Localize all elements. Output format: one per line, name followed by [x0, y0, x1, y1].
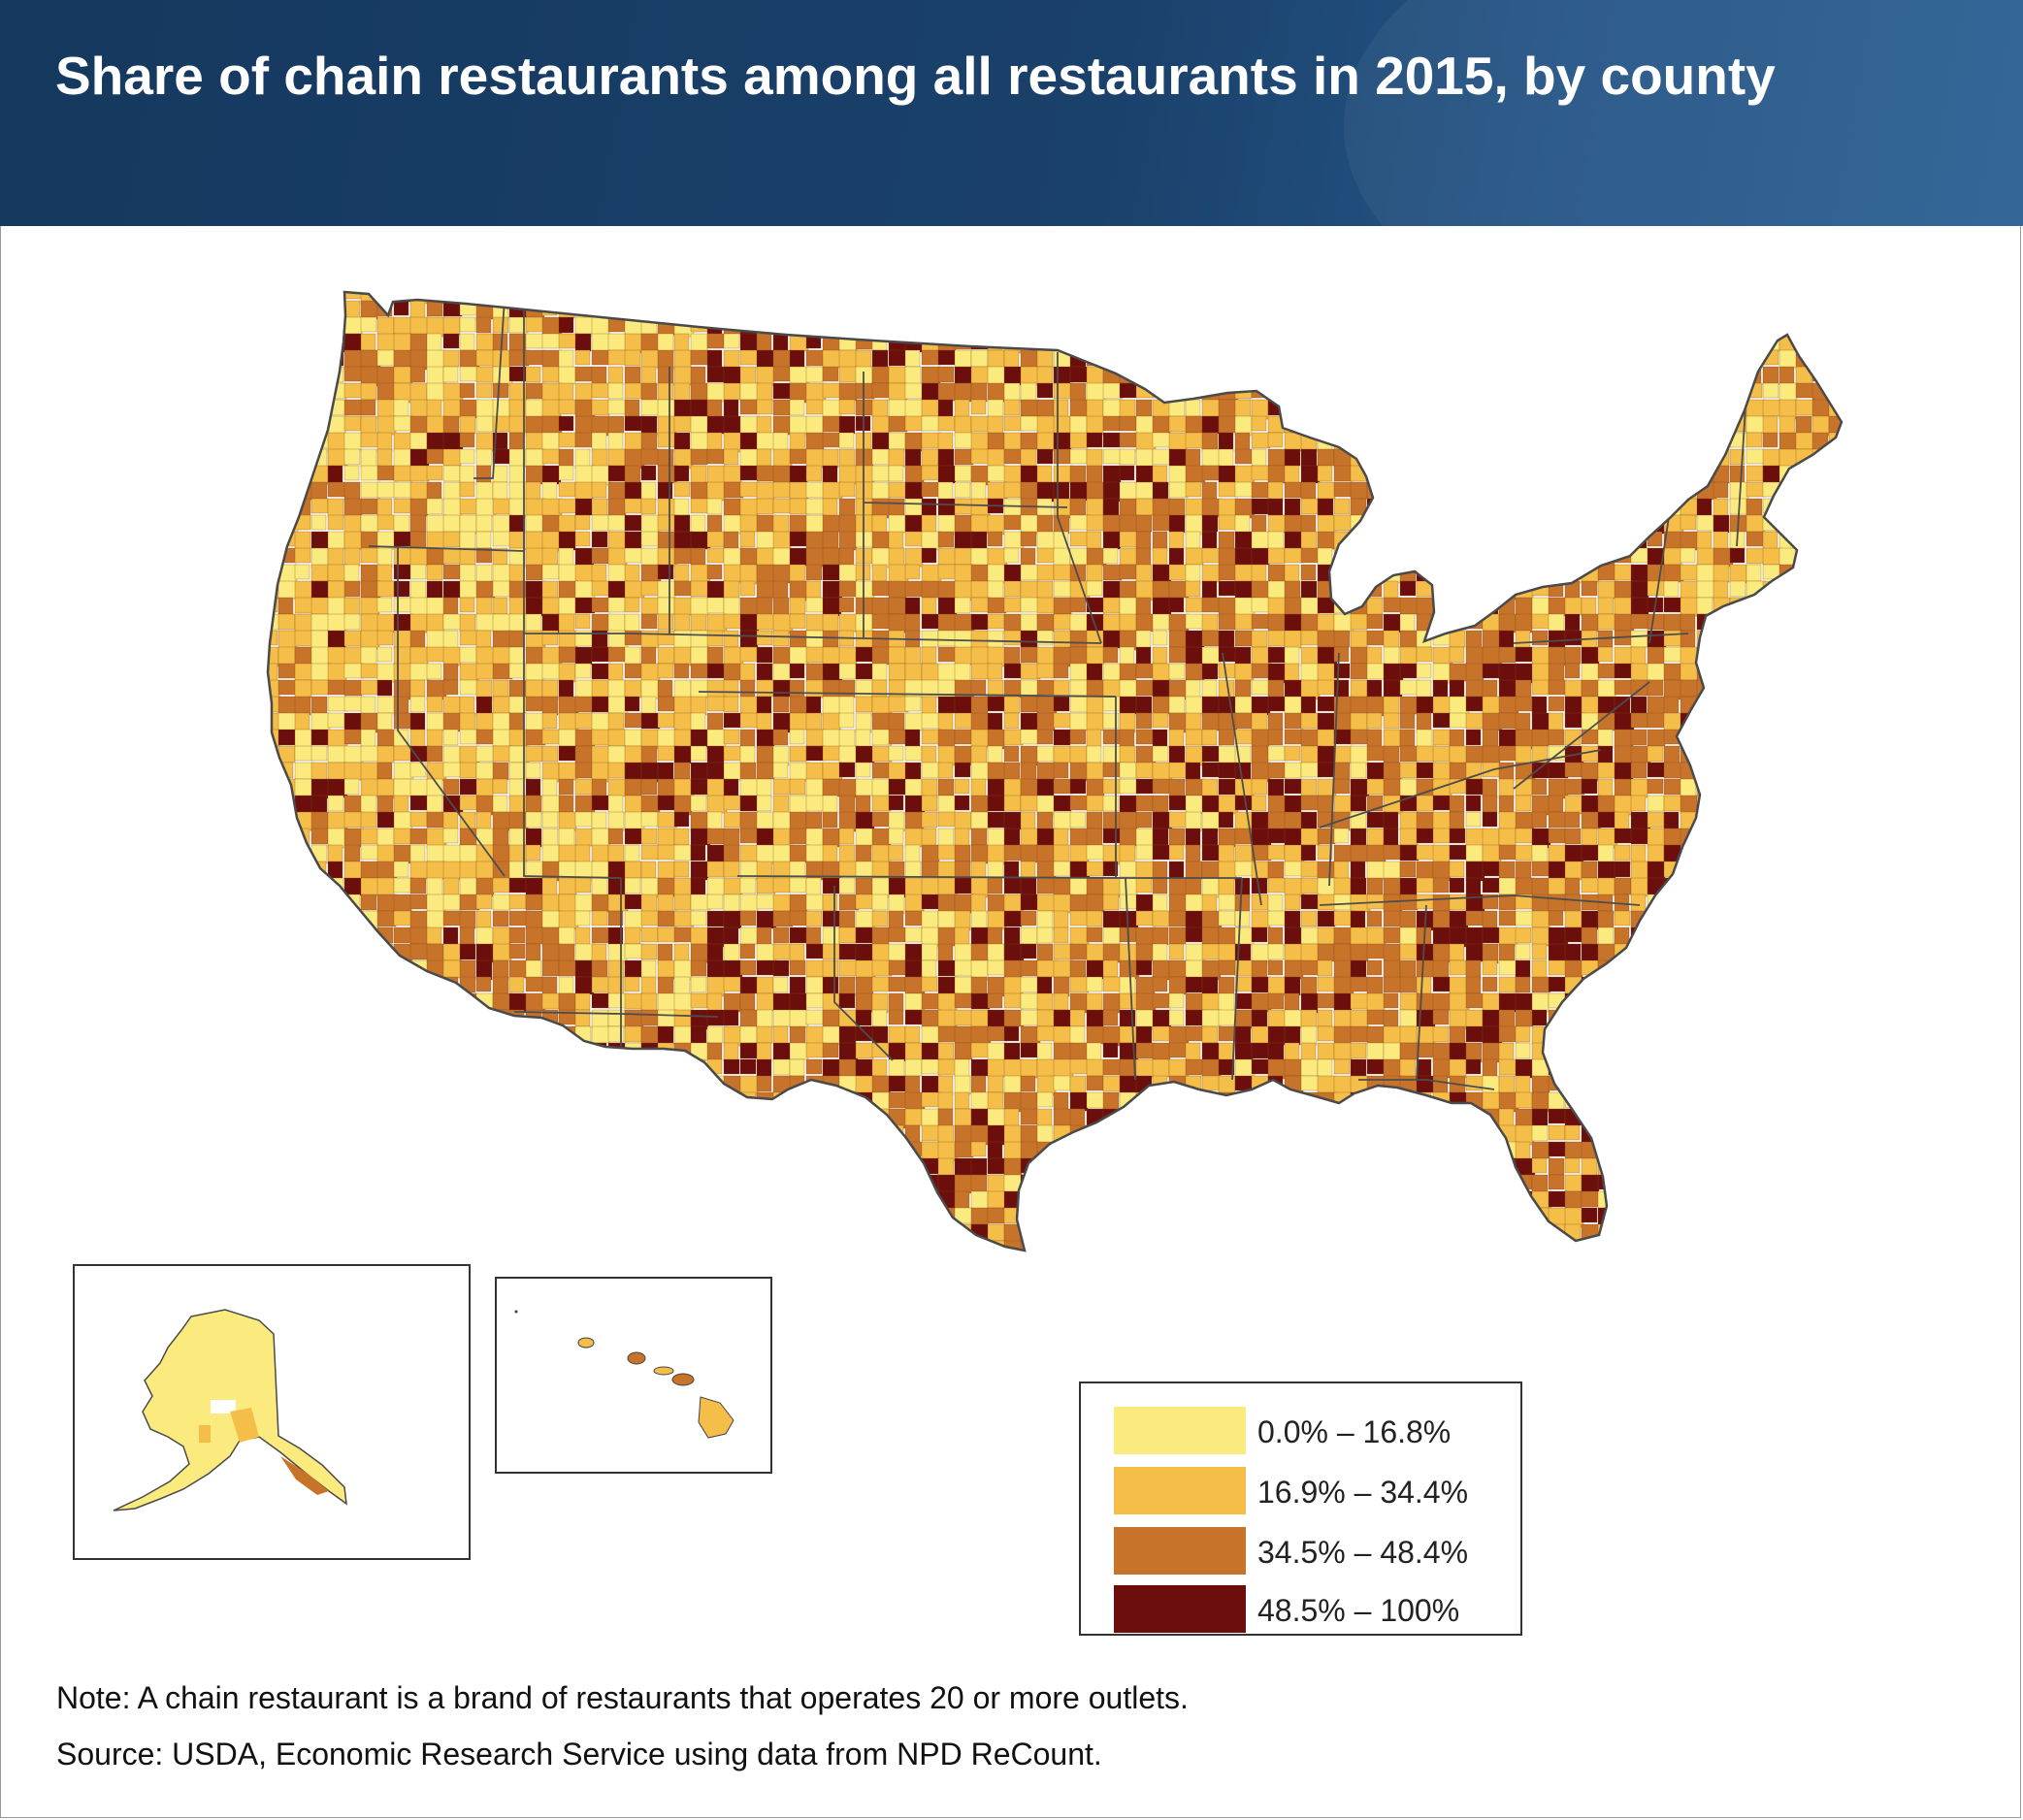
map-title: Share of chain restaurants among all res… — [55, 46, 1776, 106]
legend-label: 0.0% – 16.8% — [1257, 1414, 1452, 1449]
legend-item: 48.5% – 100% — [1114, 1585, 1512, 1633]
legend-item: 0.0% – 16.8% — [1114, 1407, 1512, 1454]
map-area — [0, 226, 2023, 1642]
map-legend: 0.0% – 16.8% 16.9% – 34.4% 34.5% – 48.4%… — [1079, 1381, 1522, 1636]
source-text: Source: USDA, Economic Research Service … — [56, 1737, 1102, 1771]
legend-item: 34.5% – 48.4% — [1114, 1527, 1512, 1575]
legend-swatch — [1114, 1527, 1246, 1575]
hawaii-map — [514, 1310, 734, 1439]
hawaii-inset — [495, 1277, 772, 1474]
note-text: Note: A chain restaurant is a brand of r… — [56, 1680, 1189, 1715]
us-county-map — [266, 290, 1844, 1252]
title-banner: Share of chain restaurants among all res… — [0, 0, 2023, 226]
legend-label: 16.9% – 34.4% — [1257, 1475, 1469, 1510]
banner-decoration — [1344, 0, 2023, 226]
alaska-map — [113, 1309, 347, 1511]
legend-label: 48.5% – 100% — [1257, 1593, 1460, 1628]
alaska-inset — [73, 1264, 471, 1560]
legend-swatch — [1114, 1467, 1246, 1514]
legend-swatch — [1114, 1585, 1246, 1633]
legend-label: 34.5% – 48.4% — [1257, 1535, 1469, 1570]
legend-item: 16.9% – 34.4% — [1114, 1467, 1512, 1514]
county-fill-layer — [268, 292, 1842, 1251]
legend-swatch — [1114, 1407, 1246, 1454]
